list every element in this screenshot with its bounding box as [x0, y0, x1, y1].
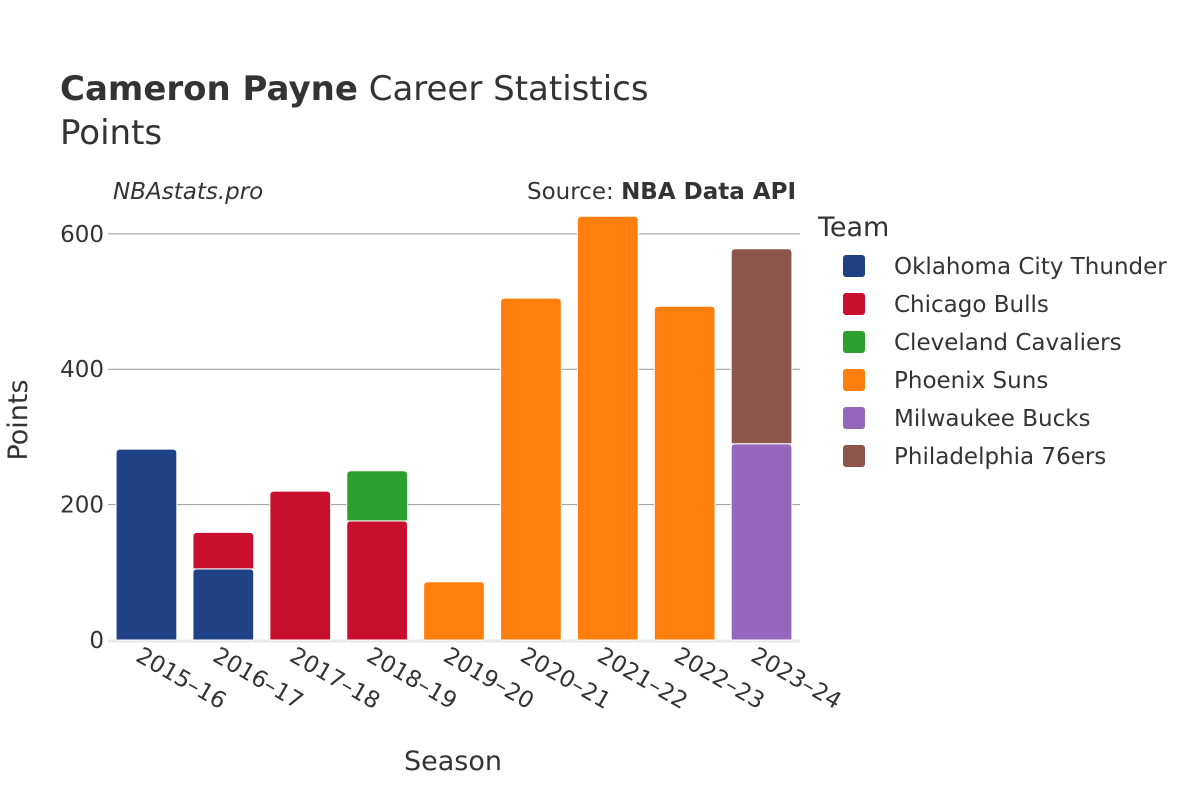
legend-swatch	[843, 293, 865, 315]
title-suffix: Career Statistics	[358, 69, 649, 109]
y-axis-title: Points	[3, 379, 34, 460]
source-label: Source:	[527, 179, 621, 205]
x-tick-layer: 2015–162016–172017–182018–192019–202020–…	[131, 643, 845, 715]
legend-swatch	[843, 331, 865, 353]
y-tick-label: 600	[60, 222, 104, 248]
bar-segment[interactable]	[115, 448, 178, 641]
chart-title: Cameron Payne Career Statistics	[60, 69, 649, 109]
watermark: NBAstats.pro	[113, 179, 263, 205]
legend-swatch	[843, 369, 865, 391]
legend-label: Milwaukee Bucks	[894, 406, 1091, 432]
source-text: Source: NBA Data API	[527, 179, 796, 205]
legend-label: Phoenix Suns	[894, 368, 1048, 394]
legend-title: Team	[817, 212, 889, 243]
bar-segment[interactable]	[346, 520, 408, 641]
legend-label: Cleveland Cavaliers	[894, 330, 1122, 356]
legend-swatch	[843, 407, 865, 429]
bar-segment[interactable]	[730, 248, 793, 445]
bar-segment[interactable]	[269, 490, 332, 641]
bar-segment[interactable]	[192, 568, 255, 641]
bar-layer	[115, 215, 793, 641]
x-axis-title: Season	[404, 746, 502, 777]
source-value: NBA Data API	[621, 179, 796, 205]
y-tick-label: 400	[60, 357, 104, 383]
bar-segment[interactable]	[730, 443, 793, 641]
legend-label: Chicago Bulls	[894, 292, 1049, 318]
title-player: Cameron Payne	[60, 69, 358, 109]
bar-segment[interactable]	[423, 581, 485, 641]
y-tick-layer: 0 200 400 600	[60, 222, 104, 654]
legend-swatch	[843, 255, 865, 277]
bar-segment[interactable]	[500, 297, 562, 641]
y-tick-label: 0	[89, 628, 104, 654]
legend-label: Philadelphia 76ers	[894, 444, 1106, 470]
legend-swatch	[843, 445, 865, 467]
bar-segment[interactable]	[653, 305, 716, 641]
y-tick-label: 200	[60, 493, 104, 519]
bar-segment[interactable]	[576, 215, 639, 641]
legend: Oklahoma City Thunder Chicago Bulls Clevel…	[843, 254, 1167, 470]
bar-segment[interactable]	[192, 531, 255, 570]
bar-segment[interactable]	[346, 470, 408, 522]
legend-label: Oklahoma City Thunder	[894, 254, 1167, 280]
chart-subtitle: Points	[60, 113, 162, 153]
